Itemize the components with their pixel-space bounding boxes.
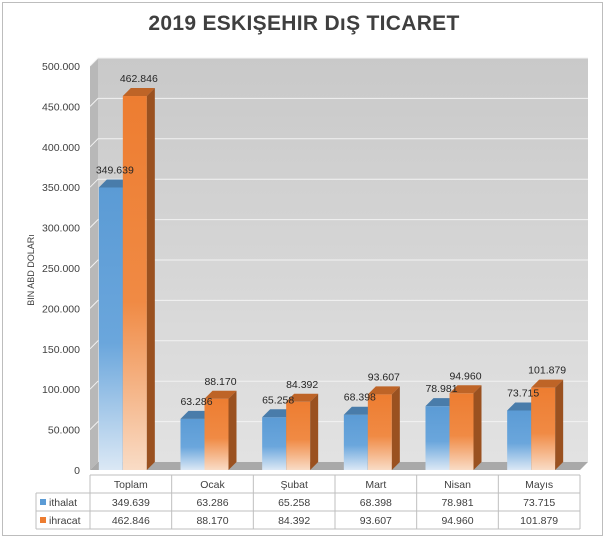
bar-front xyxy=(122,96,147,470)
bar-front xyxy=(262,417,287,470)
gridline xyxy=(89,421,588,430)
y-tick-label: 300.000 xyxy=(42,223,80,235)
data-label: 462.846 xyxy=(120,73,158,85)
gridline xyxy=(89,57,588,67)
bar-front xyxy=(425,406,450,470)
bar-top xyxy=(204,390,237,399)
table-cell: 68.398 xyxy=(360,497,392,509)
y-tick-label: 200.000 xyxy=(42,303,80,315)
bar-front xyxy=(343,414,368,470)
y-tick-label: 500.000 xyxy=(42,61,80,73)
data-label: 349.639 xyxy=(96,164,134,176)
table-cell: 101.879 xyxy=(520,515,558,527)
bar-side xyxy=(555,379,564,470)
bar-side xyxy=(391,386,400,470)
bar-front xyxy=(180,418,205,470)
bar-ihracat xyxy=(204,390,237,470)
gridline xyxy=(89,380,588,390)
table-cell: 84.392 xyxy=(278,515,310,527)
data-label: 68.398 xyxy=(344,392,376,404)
y-tick-label: 0 xyxy=(74,465,80,477)
legend-label: ihracat xyxy=(49,515,81,527)
bar-front xyxy=(98,187,123,470)
bar-side xyxy=(473,385,482,470)
data-label: 65.258 xyxy=(262,394,294,406)
y-tick-label: 450.000 xyxy=(42,101,80,113)
bar-side xyxy=(146,88,155,470)
y-tick-label: 100.000 xyxy=(42,384,80,396)
gridline xyxy=(89,299,588,309)
y-tick-label: 150.000 xyxy=(42,344,80,356)
bar-top xyxy=(98,179,131,188)
table-cell: 88.170 xyxy=(196,515,228,527)
x-category-label: Nisan xyxy=(444,479,471,491)
bar-ihracat xyxy=(286,393,319,470)
x-category-label: Ocak xyxy=(200,479,225,491)
legend-swatch xyxy=(40,499,46,505)
data-label: 73.715 xyxy=(507,387,539,399)
y-tick-label: 250.000 xyxy=(42,263,80,275)
table-cell: 93.607 xyxy=(360,515,392,527)
bar-ihracat xyxy=(122,88,155,470)
x-category-label: Mart xyxy=(365,479,386,491)
bar-top xyxy=(531,379,564,388)
table-cell: 462.846 xyxy=(112,515,150,527)
x-category-label: Toplam xyxy=(114,479,148,491)
x-category-label: Şubat xyxy=(280,479,308,491)
table-cell: 73.715 xyxy=(523,497,555,509)
data-label: 94.960 xyxy=(449,370,481,382)
x-category-label: Mayıs xyxy=(525,479,553,491)
data-label: 78.981 xyxy=(425,383,457,395)
table-cell: 78.981 xyxy=(441,497,473,509)
data-label: 101.879 xyxy=(528,365,566,377)
chart-title: 2019 ESKIŞEHIR DıŞ TICARET xyxy=(148,12,460,35)
gridline xyxy=(89,97,588,107)
y-tick-label: 350.000 xyxy=(42,182,80,194)
table-cell: 349.639 xyxy=(112,497,150,509)
bar-ihracat xyxy=(367,386,400,470)
bar-top xyxy=(449,385,482,394)
bar-front xyxy=(531,387,556,470)
table-cell: 63.286 xyxy=(196,497,228,509)
gridline xyxy=(89,340,588,350)
bar-top xyxy=(286,393,319,402)
legend-label: ithalat xyxy=(49,497,77,509)
y-tick-label: 400.000 xyxy=(42,142,80,154)
gridline xyxy=(89,219,588,228)
table-cell: 94.960 xyxy=(441,515,473,527)
data-label: 63.286 xyxy=(180,396,212,408)
legend-swatch xyxy=(40,517,46,523)
data-label: 88.170 xyxy=(204,376,236,388)
bar-front xyxy=(449,393,474,470)
data-label: 84.392 xyxy=(286,379,318,391)
y-tick-label: 50.000 xyxy=(48,425,80,437)
bar-top xyxy=(367,386,400,395)
table-cell: 65.258 xyxy=(278,497,310,509)
bar-front xyxy=(286,401,311,470)
bar-ihracat xyxy=(449,385,482,470)
bar-top xyxy=(122,88,155,97)
bar-ihracat xyxy=(531,379,564,470)
bar-front xyxy=(204,398,229,470)
data-label: 93.607 xyxy=(368,371,400,383)
gridline xyxy=(89,259,588,269)
bar-front xyxy=(367,394,392,470)
bar-side xyxy=(228,390,237,470)
gridline xyxy=(89,138,588,148)
gridline xyxy=(89,178,588,188)
bar-side xyxy=(310,393,319,470)
bar-front xyxy=(507,410,532,470)
